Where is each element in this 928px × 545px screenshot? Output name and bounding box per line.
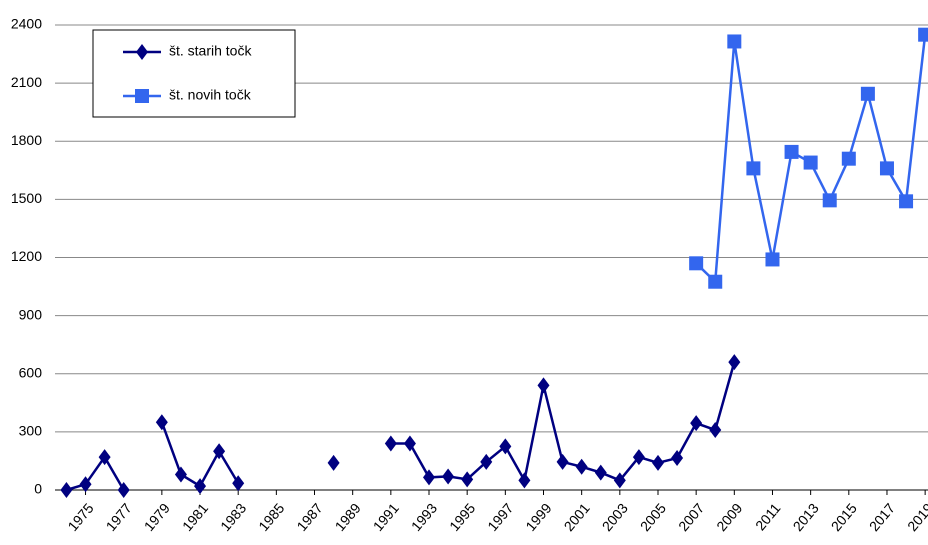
x-tick-label: 2005 [637,500,669,534]
data-point [537,377,550,394]
x-tick-label: 2003 [599,500,631,534]
x-tick-label: 2009 [713,500,745,534]
data-point [632,449,645,466]
data-point [213,443,226,460]
data-point [155,414,168,431]
x-tick-label: 1995 [446,500,478,534]
y-tick-label: 0 [34,481,42,497]
data-point [174,466,187,483]
y-tick-label: 1200 [11,248,42,264]
x-tick-label: 1977 [103,500,135,534]
x-tick-label: 2017 [866,500,898,534]
data-point [79,476,92,493]
data-point [117,482,130,498]
data-point [480,453,493,470]
data-point [403,435,416,452]
data-point [461,471,474,488]
legend-marker [135,89,149,103]
data-point [727,34,742,49]
x-tick-label: 2019 [904,500,928,534]
data-point [232,475,245,492]
data-point [765,252,780,267]
x-tick-label: 1989 [332,500,364,534]
data-point [613,472,626,489]
data-point [690,415,703,432]
data-point [423,469,436,486]
data-point [860,86,875,101]
x-tick-label: 1975 [64,500,96,534]
data-point [728,354,741,371]
legend: št. starih točk št. novih točk [92,29,296,118]
data-point [575,458,588,475]
y-tick-label: 1500 [11,190,42,206]
x-tick-label: 1991 [370,500,402,534]
x-tick-label: 2015 [828,500,860,534]
x-tick-label: 1987 [293,500,325,534]
x-tick-label: 1983 [217,500,249,534]
data-point [594,464,607,481]
data-point [442,468,455,485]
data-point [841,151,856,166]
y-tick-label: 2400 [11,16,42,32]
data-point [822,193,837,208]
data-point [98,449,111,466]
data-point [784,144,799,159]
x-tick-label: 1999 [522,500,554,534]
data-point [556,453,569,470]
x-tick-label: 1981 [179,500,211,534]
x-tick-label: 1979 [141,500,173,534]
data-point [689,256,704,271]
data-point [327,454,340,471]
legend-label: št. starih točk [169,43,252,59]
x-tick-label: 2001 [561,500,593,534]
data-point [708,274,723,289]
x-tick-label: 1985 [255,500,287,534]
data-point [671,450,684,467]
legend-marker [136,44,148,60]
y-tick-label: 1800 [11,132,42,148]
data-point [651,454,664,471]
x-tick-label: 2013 [789,500,821,534]
y-tick-label: 2100 [11,74,42,90]
data-point [899,194,914,209]
y-tick-label: 300 [19,423,43,439]
data-point [918,27,928,42]
data-point [879,161,894,176]
x-tick-label: 1997 [484,500,516,534]
x-tick-label: 2007 [675,500,707,534]
y-tick-label: 600 [19,364,43,380]
data-point [803,155,818,170]
data-point [384,435,397,452]
x-tick-label: 1993 [408,500,440,534]
data-point [709,421,722,438]
data-point [194,478,207,495]
series-line [66,361,736,492]
legend-label: št. novih točk [169,87,252,103]
x-tick-label: 2011 [752,500,784,534]
data-point [746,161,761,176]
data-point [60,482,73,498]
data-point [518,472,531,489]
data-point [499,438,512,455]
legend-box [92,29,296,118]
y-tick-label: 900 [19,306,43,322]
